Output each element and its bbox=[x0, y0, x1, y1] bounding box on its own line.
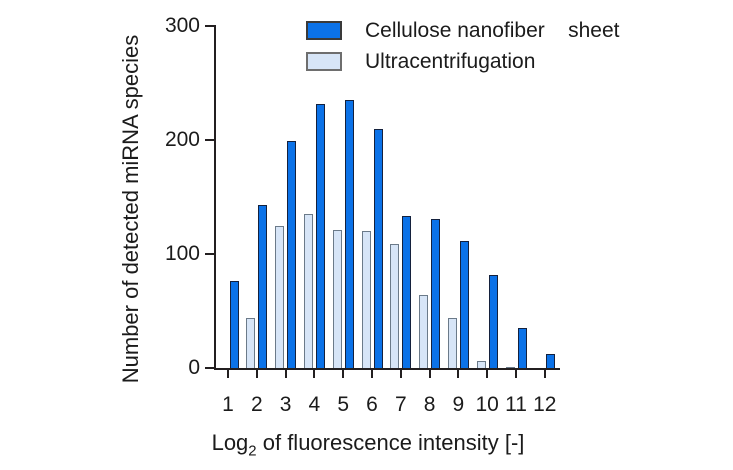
x-tick-label-1: 1 bbox=[222, 393, 234, 416]
bar-cellulose-nanofiber-sheet-5 bbox=[344, 100, 354, 368]
x-tick-mark-3 bbox=[284, 370, 287, 378]
x-tick-mark-10 bbox=[486, 370, 489, 378]
bar-cellulose-nanofiber-sheet-8 bbox=[431, 218, 441, 368]
bar-ultracentrifugation-3 bbox=[275, 225, 285, 368]
x-tick-mark-1 bbox=[227, 370, 229, 378]
chart-legend: Cellulose nanofiber sheet Ultracentrifug… bbox=[306, 17, 620, 79]
x-axis-line bbox=[214, 368, 560, 370]
x-tick-label-11: 11 bbox=[505, 393, 527, 416]
legend-label-ultracentrifugation: Ultracentrifugation bbox=[365, 50, 536, 73]
x-tick-mark-7 bbox=[399, 370, 402, 378]
bar-cellulose-nanofiber-sheet-10 bbox=[488, 274, 498, 368]
x-tick-label-4: 4 bbox=[308, 393, 321, 416]
x-tick-label-12: 12 bbox=[533, 393, 557, 416]
legend-label-cellulose-nanofiber-sheet: Cellulose nanofiber sheet bbox=[365, 19, 620, 42]
bar-ultracentrifugation-5 bbox=[332, 230, 342, 368]
y-axis-title: Number of detected miRNA species bbox=[118, 34, 143, 384]
x-tick-mark-9 bbox=[457, 370, 460, 378]
y-tick-label-300: 300 bbox=[164, 14, 200, 37]
bar-cellulose-nanofiber-sheet-11 bbox=[517, 328, 527, 368]
bar-ultracentrifugation-6 bbox=[361, 231, 371, 368]
x-tick-mark-4 bbox=[313, 370, 316, 378]
legend-item-cellulose-nanofiber-sheet: Cellulose nanofiber sheet bbox=[306, 17, 620, 44]
bar-cellulose-nanofiber-sheet-3 bbox=[287, 141, 297, 368]
legend-swatch-ultracentrifugation bbox=[306, 52, 342, 71]
bar-cellulose-nanofiber-sheet-7 bbox=[402, 216, 412, 368]
y-axis-line bbox=[214, 25, 216, 370]
x-tick-label-10: 10 bbox=[475, 393, 499, 416]
y-tick-label-0: 0 bbox=[188, 356, 200, 379]
x-tick-mark-8 bbox=[428, 370, 431, 378]
x-tick-label-6: 6 bbox=[366, 393, 378, 416]
y-tick-label-200: 200 bbox=[164, 128, 200, 151]
x-tick-mark-6 bbox=[371, 370, 373, 378]
bar-ultracentrifugation-10 bbox=[476, 361, 486, 368]
x-tick-mark-11 bbox=[515, 370, 517, 378]
x-axis-title-prefix: Log bbox=[211, 430, 249, 455]
bar-cellulose-nanofiber-sheet-1 bbox=[229, 281, 239, 368]
x-tick-label-5: 5 bbox=[337, 393, 350, 416]
bar-cellulose-nanofiber-sheet-12 bbox=[546, 354, 556, 368]
x-tick-label-7: 7 bbox=[394, 393, 407, 416]
bar-cellulose-nanofiber-sheet-2 bbox=[258, 204, 268, 368]
x-tick-label-9: 9 bbox=[452, 393, 465, 416]
x-tick-label-3: 3 bbox=[279, 393, 292, 416]
x-tick-mark-2 bbox=[255, 370, 258, 378]
bar-ultracentrifugation-4 bbox=[303, 214, 313, 368]
legend-swatch-cellulose-nanofiber-sheet bbox=[306, 21, 342, 40]
bar-ultracentrifugation-9 bbox=[447, 317, 457, 368]
x-tick-label-2: 2 bbox=[250, 393, 263, 416]
y-tick-mark-100 bbox=[205, 253, 214, 255]
legend-item-ultracentrifugation: Ultracentrifugation bbox=[306, 48, 620, 75]
bar-ultracentrifugation-2 bbox=[246, 317, 256, 368]
bar-cellulose-nanofiber-sheet-4 bbox=[315, 103, 325, 368]
bar-ultracentrifugation-11 bbox=[505, 366, 515, 368]
y-tick-mark-300 bbox=[205, 25, 214, 27]
bar-ultracentrifugation-8 bbox=[419, 295, 429, 368]
bar-cellulose-nanofiber-sheet-6 bbox=[373, 128, 383, 368]
bar-ultracentrifugation-7 bbox=[390, 243, 400, 368]
plot-area bbox=[216, 26, 560, 368]
bar-cellulose-nanofiber-sheet-9 bbox=[459, 241, 469, 368]
y-tick-label-100: 100 bbox=[164, 242, 200, 265]
x-tick-mark-5 bbox=[342, 370, 345, 378]
x-axis-title-suffix: of fluorescence intensity [-] bbox=[256, 430, 525, 455]
y-tick-mark-0 bbox=[205, 367, 214, 369]
y-tick-mark-200 bbox=[205, 139, 214, 141]
x-axis-title-subscript: 2 bbox=[248, 442, 257, 460]
x-tick-mark-12 bbox=[543, 370, 546, 378]
x-tick-label-8: 8 bbox=[423, 393, 436, 416]
x-axis-title: Log2 of fluorescence intensity [-] bbox=[166, 430, 570, 459]
